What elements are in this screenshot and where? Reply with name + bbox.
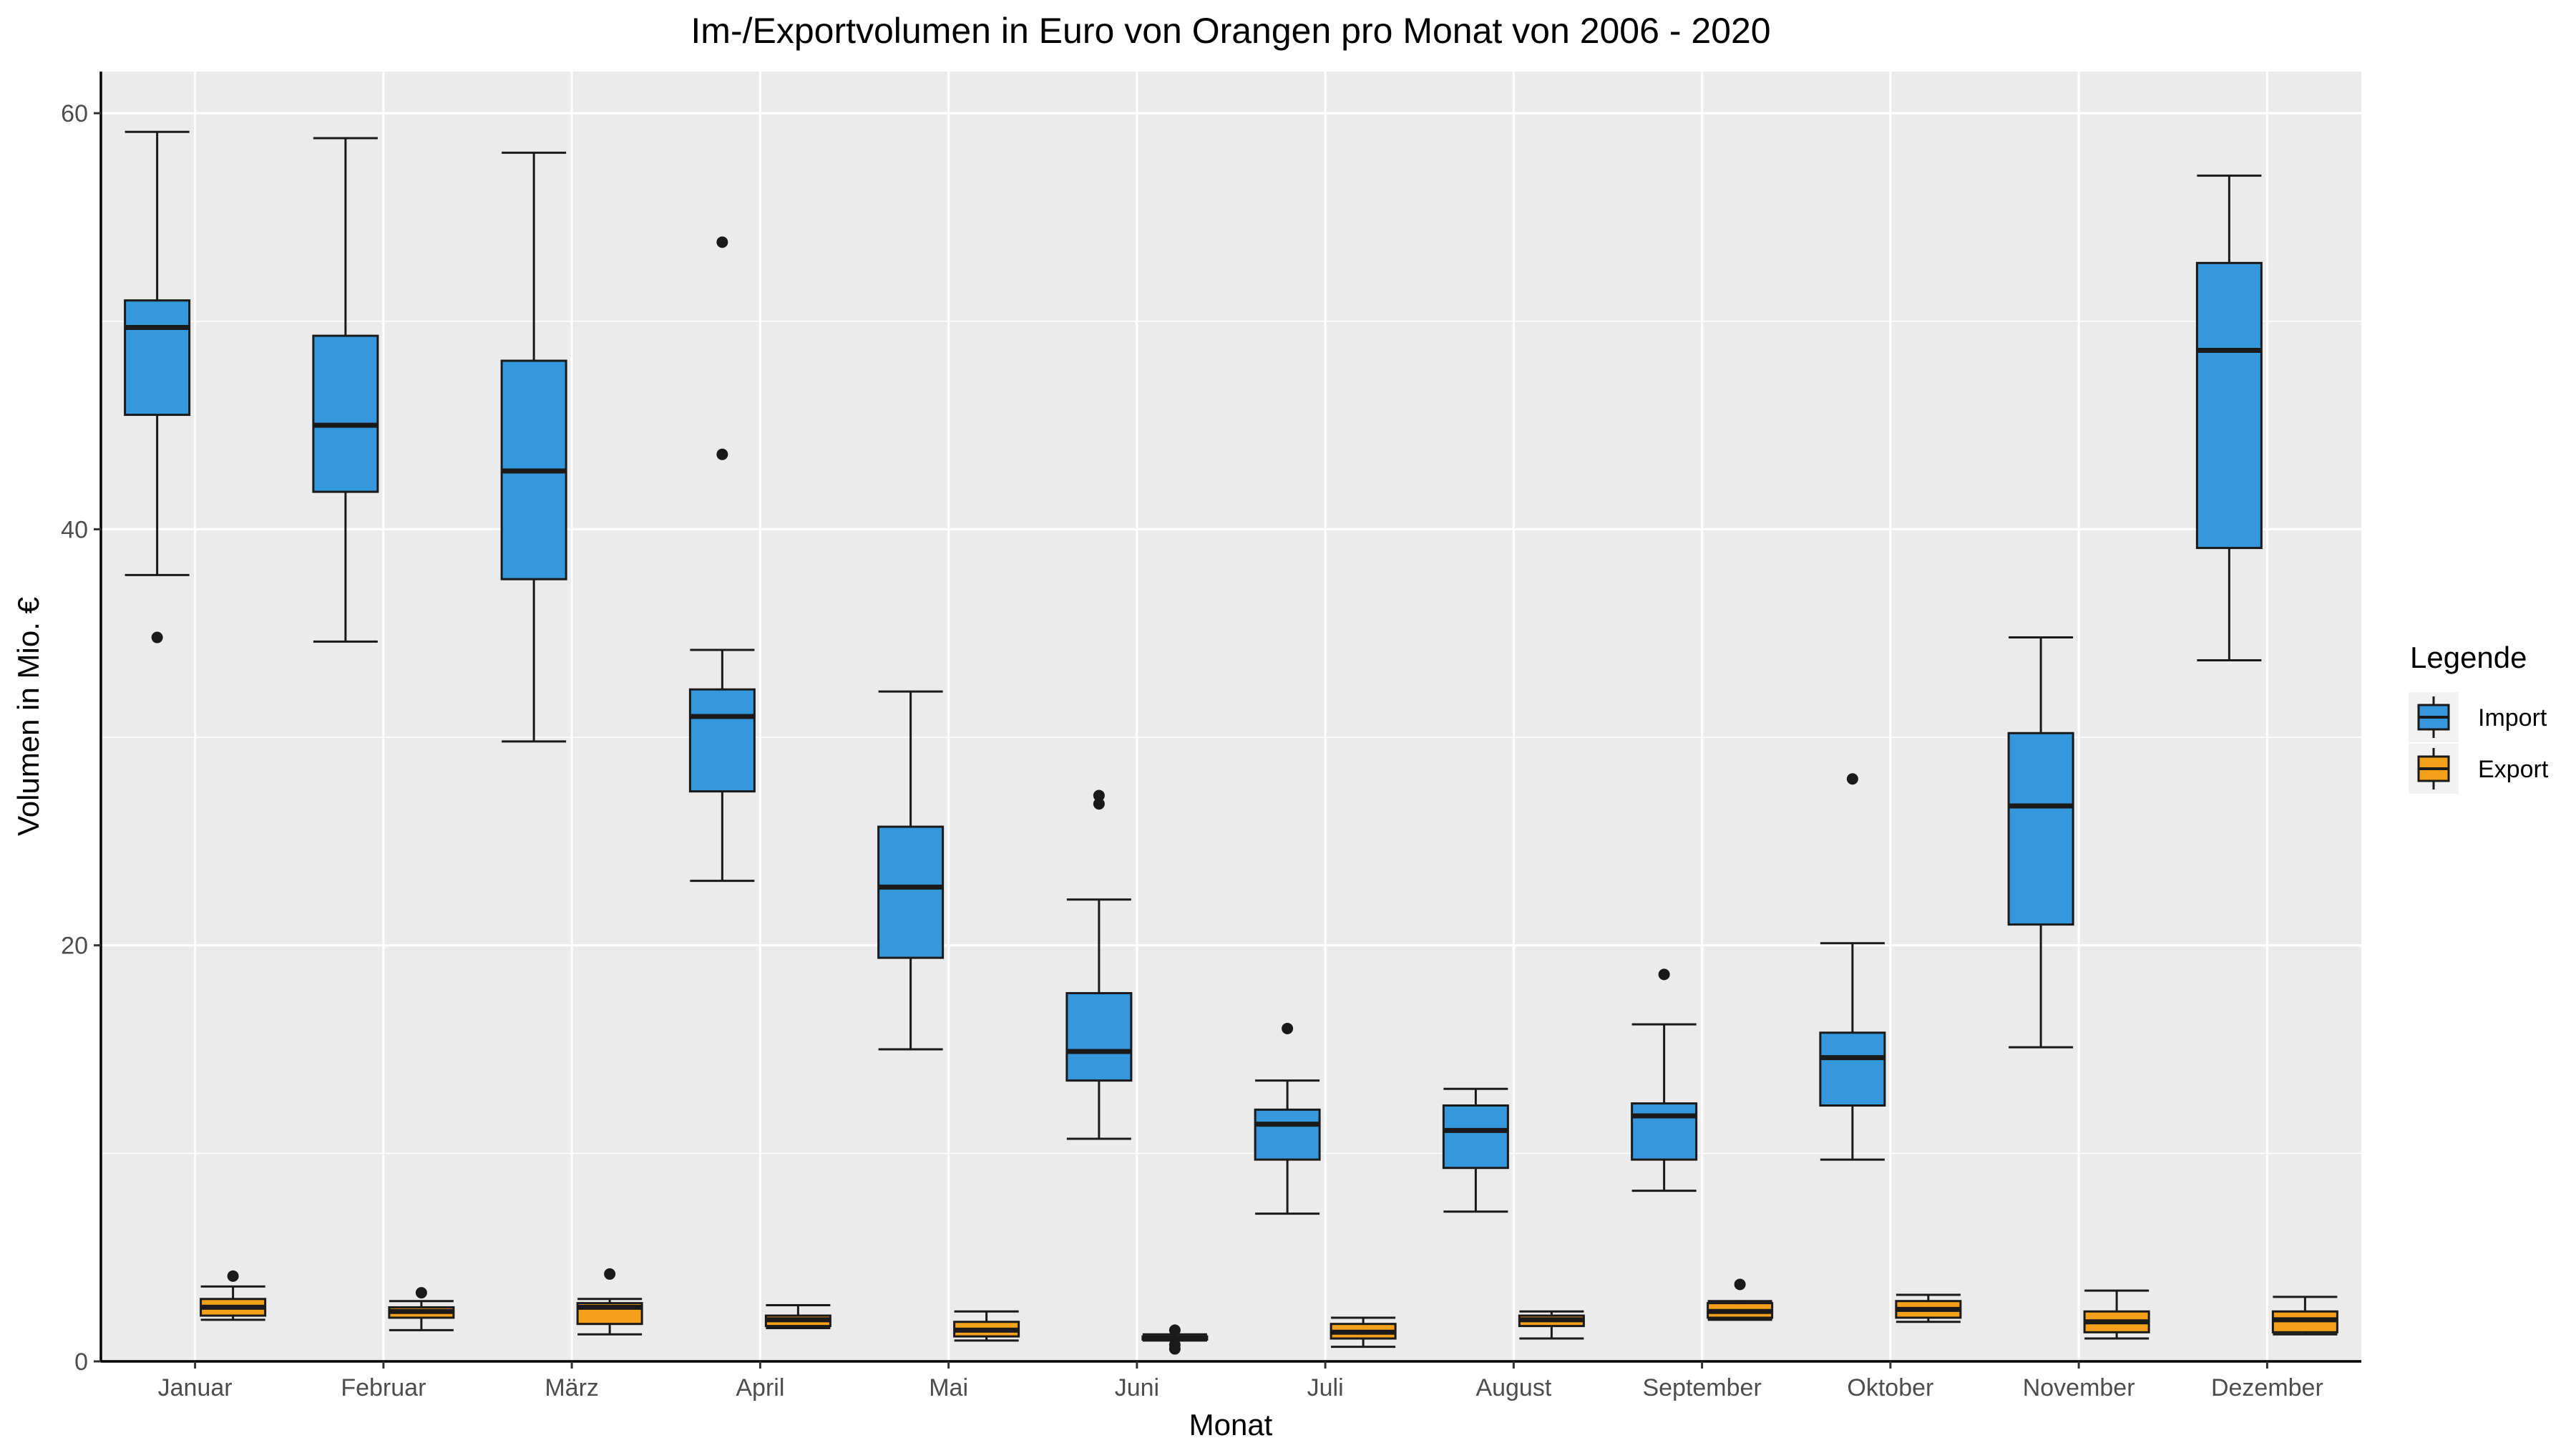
- legend-label: Import: [2478, 704, 2547, 732]
- outlier-point: [415, 1287, 427, 1299]
- box-export-april: [764, 1304, 831, 1329]
- boxes: [124, 130, 2338, 1355]
- box-import-märz: [500, 151, 567, 743]
- x-tick-label: Februar: [341, 1374, 426, 1401]
- box-import-august: [1442, 1087, 1509, 1213]
- x-tick-label: Januar: [158, 1374, 233, 1401]
- legend-items: Import Export: [2409, 692, 2549, 794]
- x-tick-label: November: [2023, 1374, 2135, 1401]
- box-iqr: [688, 688, 756, 793]
- box-iqr: [124, 299, 191, 417]
- legend-item-export: Export: [2409, 744, 2549, 794]
- box-iqr: [1631, 1102, 1698, 1161]
- outlier-point: [1169, 1324, 1181, 1336]
- chart-title: Im-/Exportvolumen in Euro von Orangen pr…: [691, 11, 1770, 51]
- box-iqr: [877, 825, 945, 959]
- grid-major: [101, 72, 2361, 1363]
- grid-minor: [101, 321, 2361, 1155]
- y-tick-label: 0: [74, 1348, 88, 1376]
- box-export-februar: [388, 1287, 455, 1331]
- box-export-dezember: [2271, 1296, 2338, 1336]
- y-axis-label: Volumen in Mio. €: [11, 597, 45, 836]
- outlier-point: [716, 236, 728, 248]
- box-export-august: [1518, 1310, 1585, 1340]
- box-import-november: [2007, 636, 2074, 1049]
- outlier-point: [1093, 798, 1105, 810]
- outlier-point: [1734, 1278, 1746, 1291]
- box-iqr: [1254, 1108, 1321, 1161]
- x-tick-label: Dezember: [2211, 1374, 2323, 1401]
- outlier-point: [1169, 1338, 1181, 1351]
- x-tick-label: Juli: [1307, 1374, 1344, 1401]
- y-ticks: 0 20 40 60: [61, 100, 101, 1376]
- box-import-juni: [1065, 789, 1133, 1140]
- box-export-juli: [1330, 1316, 1397, 1348]
- box-import-oktober: [1819, 773, 1886, 1161]
- box-export-oktober: [1895, 1293, 1962, 1323]
- outlier-point: [604, 1268, 616, 1280]
- box-iqr: [1819, 1031, 1886, 1107]
- x-tick-label: Oktober: [1847, 1374, 1933, 1401]
- box-export-märz: [576, 1268, 643, 1336]
- x-tick-label: April: [736, 1374, 784, 1401]
- legend-label: Export: [2478, 756, 2549, 783]
- x-tick-label: August: [1475, 1374, 1551, 1401]
- outlier-point: [716, 448, 728, 460]
- box-export-september: [1707, 1278, 1774, 1321]
- box-import-januar: [124, 130, 191, 643]
- outlier-point: [1093, 789, 1105, 802]
- box-import-april: [688, 236, 756, 883]
- box-export-mai: [953, 1310, 1020, 1342]
- outlier-point: [227, 1270, 239, 1282]
- plot-panel: [101, 72, 2361, 1361]
- box-export-juni: [1141, 1324, 1209, 1355]
- box-iqr: [2007, 732, 2074, 926]
- box-iqr: [312, 334, 379, 493]
- box-export-januar: [200, 1270, 267, 1321]
- x-tick-label: März: [545, 1374, 599, 1401]
- box-export-november: [2083, 1289, 2150, 1340]
- box-import-februar: [312, 137, 379, 643]
- box-import-mai: [877, 690, 945, 1051]
- x-tick-label: Mai: [929, 1374, 968, 1401]
- outlier-point: [1658, 968, 1670, 981]
- box-import-dezember: [2195, 174, 2263, 662]
- outlier-point: [1846, 773, 1858, 785]
- box-import-september: [1631, 968, 1698, 1192]
- x-axis-label: Monat: [1189, 1408, 1273, 1442]
- x-ticks: Januar Februar März April Mai Juni Juli August S…: [158, 1361, 2323, 1401]
- box-iqr: [1442, 1104, 1509, 1170]
- x-tick-label: Juni: [1115, 1374, 1159, 1401]
- box-iqr: [1065, 992, 1133, 1082]
- y-tick-label: 20: [61, 933, 88, 960]
- box-import-juli: [1254, 1022, 1321, 1215]
- y-tick-label: 60: [61, 100, 88, 127]
- legend-item-import: Import: [2409, 692, 2547, 742]
- x-tick-label: September: [1642, 1374, 1761, 1401]
- outlier-point: [1282, 1022, 1294, 1034]
- box-iqr: [2195, 261, 2263, 550]
- legend: Legende Import Export: [2409, 641, 2549, 794]
- outlier-point: [151, 631, 163, 643]
- y-tick-label: 40: [61, 516, 88, 543]
- legend-title: Legende: [2410, 641, 2527, 674]
